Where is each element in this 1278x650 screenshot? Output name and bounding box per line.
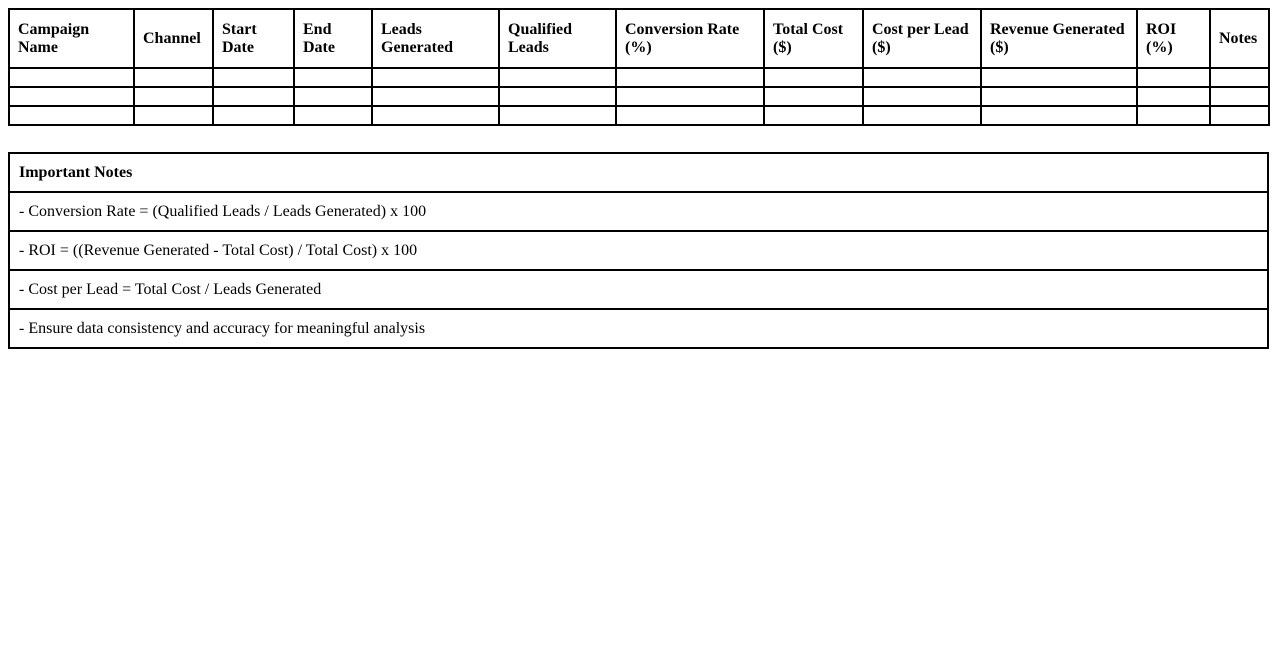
- empty-cell: [615, 105, 765, 126]
- column-header-total-cost: Total Cost ($): [763, 8, 864, 69]
- column-header-conversion-rate: Conversion Rate (%): [615, 8, 765, 69]
- empty-cell: [212, 67, 295, 88]
- empty-cell: [371, 67, 500, 88]
- notes-title: Important Notes: [8, 152, 1269, 193]
- column-header-campaign-name: Campaign Name: [8, 8, 135, 69]
- empty-cell: [862, 86, 982, 107]
- note-data-consistency: - Ensure data consistency and accuracy f…: [8, 308, 1269, 349]
- column-header-end-date: End Date: [293, 8, 373, 69]
- campaign-table-row: [8, 67, 1270, 88]
- empty-cell: [212, 86, 295, 107]
- column-header-notes: Notes: [1209, 8, 1270, 69]
- campaign-tracking-table: Campaign Name Channel Start Date End Dat…: [8, 8, 1270, 126]
- empty-cell: [763, 105, 864, 126]
- column-header-start-date: Start Date: [212, 8, 295, 69]
- empty-cell: [1136, 105, 1211, 126]
- empty-cell: [1209, 67, 1270, 88]
- campaign-table-header-row: Campaign Name Channel Start Date End Dat…: [8, 8, 1270, 69]
- campaign-table-row: [8, 86, 1270, 107]
- note-formula-roi: - ROI = ((Revenue Generated - Total Cost…: [8, 230, 1269, 271]
- empty-cell: [1209, 105, 1270, 126]
- empty-cell: [133, 86, 214, 107]
- empty-cell: [498, 105, 617, 126]
- empty-cell: [615, 67, 765, 88]
- important-notes-table: Important Notes - Conversion Rate = (Qua…: [8, 152, 1269, 349]
- column-header-revenue-generated: Revenue Generated ($): [980, 8, 1138, 69]
- column-header-qualified-leads: Qualified Leads: [498, 8, 617, 69]
- column-header-leads-generated: Leads Generated: [371, 8, 500, 69]
- note-formula-conversion-rate: - Conversion Rate = (Qualified Leads / L…: [8, 191, 1269, 232]
- empty-cell: [862, 105, 982, 126]
- empty-cell: [293, 105, 373, 126]
- empty-cell: [1136, 67, 1211, 88]
- empty-cell: [1136, 86, 1211, 107]
- note-row: - Ensure data consistency and accuracy f…: [8, 308, 1269, 349]
- empty-cell: [8, 86, 135, 107]
- empty-cell: [133, 67, 214, 88]
- empty-cell: [980, 67, 1138, 88]
- empty-cell: [980, 86, 1138, 107]
- empty-cell: [133, 105, 214, 126]
- empty-cell: [862, 67, 982, 88]
- note-row: - Cost per Lead = Total Cost / Leads Gen…: [8, 269, 1269, 310]
- column-header-roi: ROI (%): [1136, 8, 1211, 69]
- empty-cell: [371, 86, 500, 107]
- empty-cell: [371, 105, 500, 126]
- empty-cell: [498, 67, 617, 88]
- empty-cell: [763, 67, 864, 88]
- empty-cell: [498, 86, 617, 107]
- notes-header-row: Important Notes: [8, 152, 1269, 193]
- empty-cell: [8, 105, 135, 126]
- campaign-table-row: [8, 105, 1270, 126]
- note-row: - ROI = ((Revenue Generated - Total Cost…: [8, 230, 1269, 271]
- empty-cell: [980, 105, 1138, 126]
- column-header-cost-per-lead: Cost per Lead ($): [862, 8, 982, 69]
- empty-cell: [293, 86, 373, 107]
- note-formula-cost-per-lead: - Cost per Lead = Total Cost / Leads Gen…: [8, 269, 1269, 310]
- empty-cell: [1209, 86, 1270, 107]
- note-row: - Conversion Rate = (Qualified Leads / L…: [8, 191, 1269, 232]
- empty-cell: [8, 67, 135, 88]
- campaign-table-body: [8, 67, 1270, 126]
- empty-cell: [212, 105, 295, 126]
- empty-cell: [763, 86, 864, 107]
- column-header-channel: Channel: [133, 8, 214, 69]
- empty-cell: [293, 67, 373, 88]
- empty-cell: [615, 86, 765, 107]
